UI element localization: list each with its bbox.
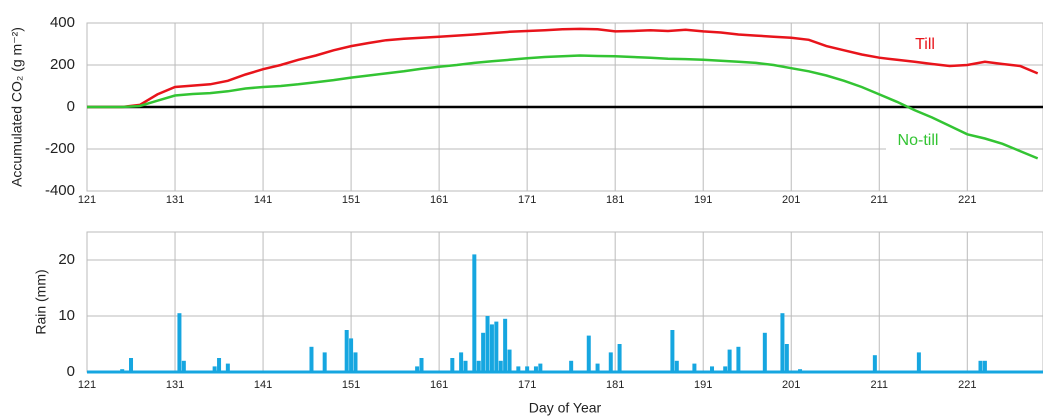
bar — [129, 358, 134, 372]
bar — [507, 349, 512, 372]
bar — [415, 366, 420, 372]
bar — [309, 346, 314, 372]
series-label-bg — [893, 35, 957, 55]
bar — [692, 363, 697, 372]
x-tick-label: 151 — [342, 194, 360, 206]
x-tick-label: 121 — [78, 194, 96, 206]
bar — [472, 254, 477, 372]
x-axis-label: Day of Year — [529, 400, 602, 416]
y-axis-label: Rain (mm) — [33, 269, 49, 334]
bar — [569, 360, 574, 372]
bar — [476, 360, 481, 372]
bar — [595, 363, 600, 372]
x-tick-label: 201 — [782, 379, 800, 391]
bar — [459, 352, 464, 372]
bar — [225, 363, 230, 372]
bar — [978, 360, 983, 372]
x-tick-label: 181 — [606, 194, 624, 206]
x-tick-label: 191 — [694, 379, 712, 391]
plot-area — [86, 231, 1043, 373]
y-tick-label: -400 — [45, 182, 75, 199]
bar — [498, 360, 503, 372]
bar — [419, 358, 424, 372]
bar — [353, 352, 358, 372]
x-tick-label: 131 — [166, 194, 184, 206]
y-tick-label: 0 — [67, 363, 75, 380]
y-axis-label: Accumulated CO₂ (g m⁻²) — [9, 27, 25, 187]
bar — [982, 360, 987, 372]
y-tick-label: -200 — [45, 140, 75, 157]
x-tick-label: 171 — [518, 379, 536, 391]
x-tick-label: 181 — [606, 379, 624, 391]
bar — [494, 321, 499, 372]
bar — [481, 332, 486, 372]
bar — [533, 366, 538, 372]
series-line — [87, 54, 1039, 160]
x-tick-label: 221 — [958, 379, 976, 391]
bar — [736, 346, 741, 372]
bar — [872, 355, 877, 372]
bar — [538, 363, 543, 372]
x-tick-label: 211 — [870, 194, 888, 206]
x-tick-label: 211 — [870, 379, 888, 391]
x-tick-label: 171 — [518, 194, 536, 206]
bar — [916, 352, 921, 372]
x-tick-label: 191 — [694, 194, 712, 206]
x-tick-label: 161 — [430, 379, 448, 391]
x-tick-label: 201 — [782, 194, 800, 206]
bar — [463, 360, 468, 372]
x-tick-label: 151 — [342, 379, 360, 391]
bar — [617, 344, 622, 372]
bar — [674, 360, 679, 372]
y-tick-label: 0 — [67, 98, 75, 115]
y-tick-label: 400 — [50, 14, 75, 31]
series-label: Till — [915, 36, 935, 53]
series-line — [87, 27, 1039, 109]
bar — [608, 352, 613, 372]
bar — [784, 344, 789, 372]
bar — [217, 358, 222, 372]
x-tick-label: 141 — [254, 379, 272, 391]
bar — [723, 366, 728, 372]
bar — [322, 352, 327, 372]
bar — [349, 338, 354, 372]
bar — [344, 330, 349, 372]
bar — [489, 324, 494, 372]
y-tick-label: 20 — [58, 251, 75, 268]
x-tick-label: 141 — [254, 194, 272, 206]
bar — [516, 366, 521, 372]
x-tick-label: 161 — [430, 194, 448, 206]
x-tick-label: 221 — [958, 194, 976, 206]
series-label: No-till — [898, 132, 939, 149]
bar — [503, 318, 508, 372]
bar — [525, 366, 530, 372]
bar — [762, 332, 767, 372]
bar — [586, 335, 591, 372]
x-tick-label: 131 — [166, 379, 184, 391]
bar — [727, 349, 732, 372]
bar — [710, 366, 715, 372]
bar — [177, 313, 182, 372]
y-tick-label: 10 — [58, 307, 75, 324]
y-tick-label: 200 — [50, 56, 75, 73]
bar — [485, 316, 490, 372]
series-label-bg — [886, 131, 950, 151]
bar — [450, 358, 455, 372]
x-tick-label: 121 — [78, 379, 96, 391]
bar — [212, 366, 217, 372]
bar — [780, 313, 785, 372]
bar — [181, 360, 186, 372]
bar — [670, 330, 675, 372]
